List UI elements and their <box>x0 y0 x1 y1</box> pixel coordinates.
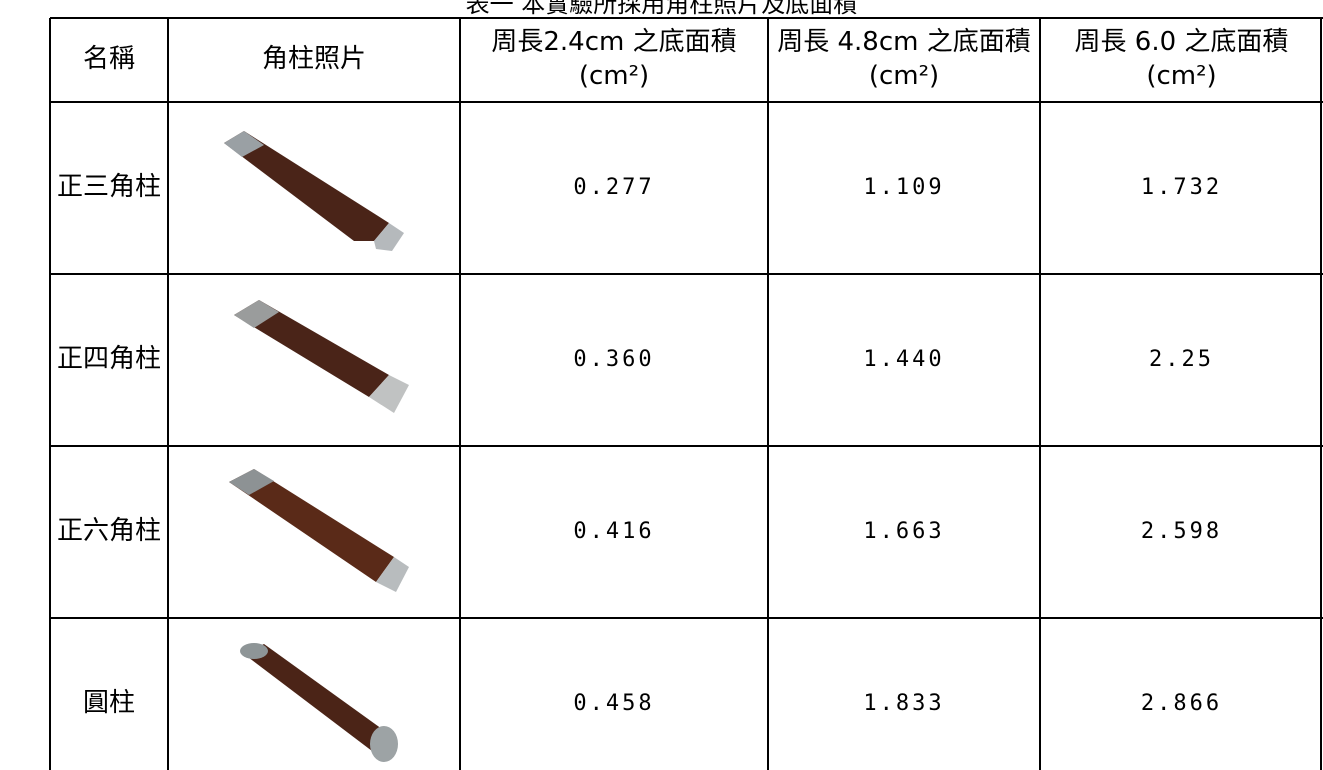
photo <box>168 274 460 446</box>
photo <box>168 102 460 274</box>
prism-photo <box>234 300 409 413</box>
prism-photo <box>224 131 404 251</box>
name-cell: 正六角柱 <box>56 516 161 547</box>
prism-photo <box>229 469 409 592</box>
header-cell: 周長 4.8cm 之底面積(cm²) <box>777 27 1031 91</box>
value-cell: 2.598 <box>1140 518 1223 544</box>
value-cell: 0.416 <box>573 518 655 544</box>
header-cell: 周長2.4cm 之底面積(cm²) <box>491 27 737 91</box>
value-cell: 2.866 <box>1140 690 1223 716</box>
header-cell: 角柱照片 <box>261 44 366 75</box>
table-rule <box>767 18 769 770</box>
name-cell: 正三角柱 <box>56 172 161 203</box>
value-cell: 1.663 <box>863 518 945 544</box>
photo <box>168 618 460 770</box>
table-rule <box>50 273 1323 275</box>
name-cell: 正四角柱 <box>56 344 161 375</box>
value-cell: 1.732 <box>1140 174 1223 200</box>
table-rule <box>50 445 1323 447</box>
value-cell: 1.833 <box>863 690 945 716</box>
table-rule <box>49 18 51 770</box>
value-cell: 1.109 <box>863 174 945 200</box>
table-rule <box>167 18 169 770</box>
table-rule <box>1039 18 1041 770</box>
table-rule <box>1320 18 1322 770</box>
prism-photo <box>240 643 398 762</box>
value-cell: 0.277 <box>573 174 655 200</box>
table-rule <box>50 101 1323 103</box>
table-rule <box>459 18 461 770</box>
header-cell: 周長 6.0 之底面積(cm²) <box>1074 27 1289 91</box>
header-cell: 名稱 <box>82 44 135 75</box>
table-rule <box>50 617 1323 619</box>
table-rule <box>50 17 1323 19</box>
value-cell: 2.25 <box>1149 346 1214 372</box>
table-caption: 表一 本實驗所採用角柱照片及底面積 <box>465 0 858 18</box>
value-cell: 1.440 <box>863 346 945 372</box>
photo <box>168 446 460 618</box>
value-cell: 0.458 <box>573 690 655 716</box>
value-cell: 0.360 <box>573 346 655 372</box>
name-cell: 圓柱 <box>82 688 135 719</box>
